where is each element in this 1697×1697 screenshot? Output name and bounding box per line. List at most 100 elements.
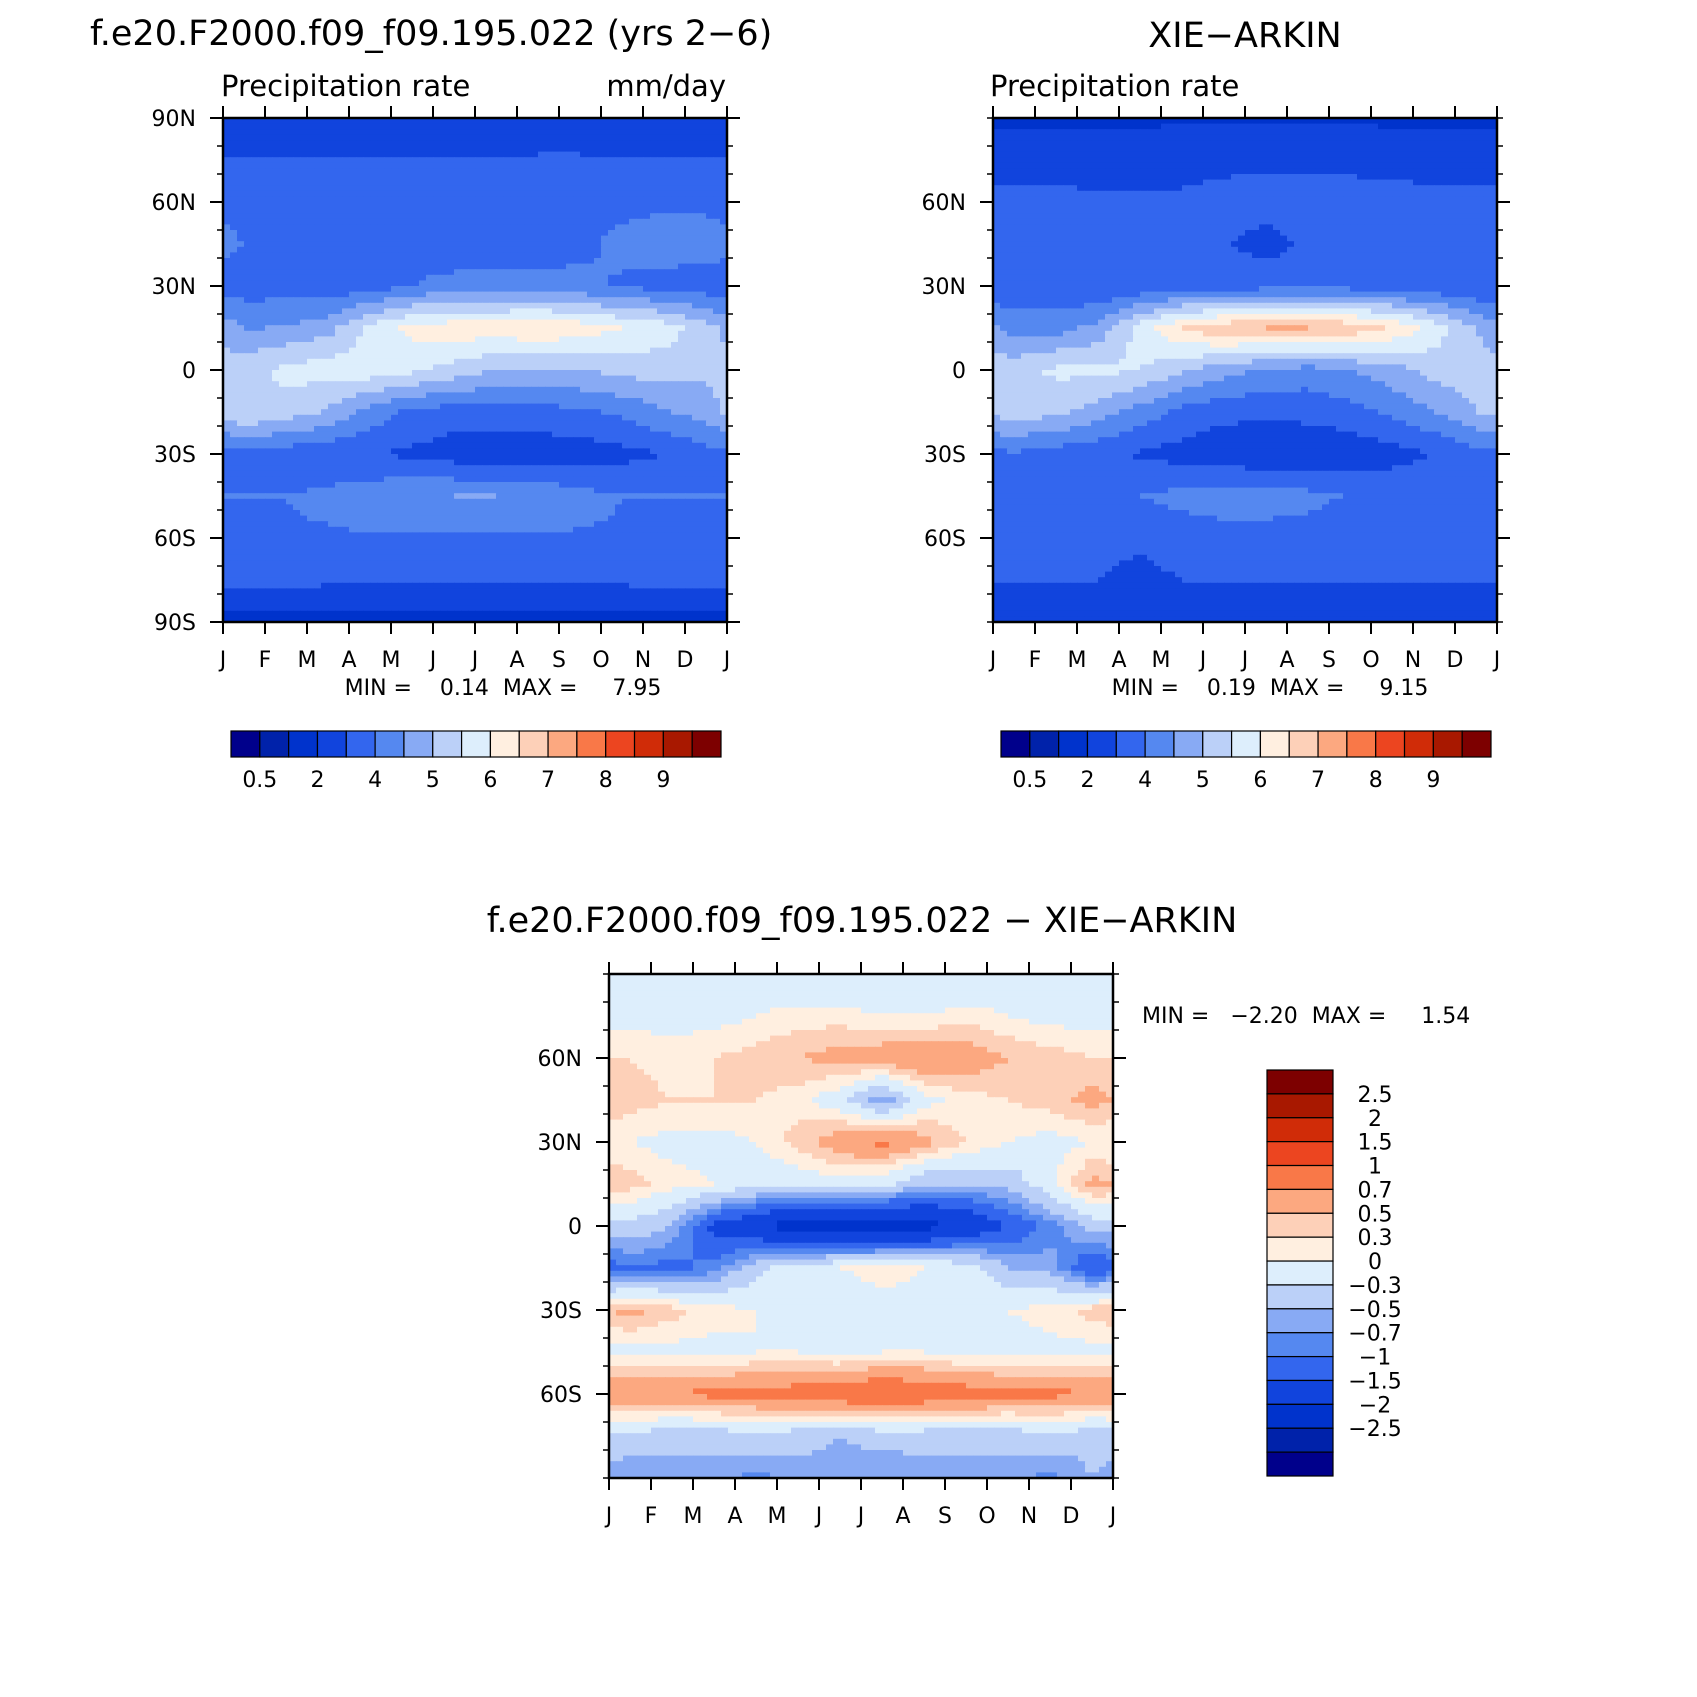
- contour-cell: [692, 420, 700, 427]
- contour-cell: [440, 302, 448, 309]
- contour-cell: [503, 302, 511, 309]
- contour-cell: [342, 179, 350, 186]
- contour-cell: [251, 174, 259, 181]
- contour-cell: [454, 358, 462, 365]
- contour-cell: [678, 269, 686, 276]
- contour-cell: [244, 493, 252, 500]
- contour-cell: [489, 482, 497, 489]
- contour-cell: [496, 263, 504, 270]
- contour-cell: [678, 286, 686, 293]
- contour-cell: [510, 274, 518, 281]
- contour-cell: [391, 190, 399, 197]
- contour-cell: [531, 336, 539, 343]
- contour-cell: [482, 330, 490, 337]
- contour-cell: [573, 274, 581, 281]
- contour-cell: [384, 487, 392, 494]
- contour-cell: [671, 314, 679, 321]
- contour-cell: [664, 297, 672, 304]
- contour-cell: [552, 347, 560, 354]
- contour-cell: [559, 314, 567, 321]
- contour-cell: [552, 157, 560, 164]
- contour-cell: [391, 342, 399, 349]
- contour-cell: [594, 202, 602, 209]
- contour-cell: [405, 302, 413, 309]
- contour-cell: [489, 487, 497, 494]
- contour-cell: [510, 168, 518, 175]
- contour-cell: [475, 342, 483, 349]
- contour-cell: [629, 431, 637, 438]
- contour-cell: [265, 302, 273, 309]
- contour-cell: [398, 482, 406, 489]
- contour-cell: [510, 398, 518, 405]
- contour-cell: [664, 454, 672, 461]
- contour-cell: [720, 342, 728, 349]
- contour-cell: [489, 392, 497, 399]
- contour-cell: [223, 336, 231, 343]
- contour-cell: [678, 426, 686, 433]
- contour-cell: [356, 190, 364, 197]
- contour-cell: [440, 398, 448, 405]
- contour-cell: [356, 358, 364, 365]
- contour-cell: [685, 403, 693, 410]
- contour-cell: [440, 123, 448, 130]
- contour-cell: [279, 291, 287, 298]
- contour-cell: [587, 498, 595, 505]
- contour-cell: [447, 347, 455, 354]
- contour-cell: [622, 336, 630, 343]
- contour-cell: [314, 263, 322, 270]
- contour-cell: [223, 358, 231, 365]
- contour-cell: [377, 386, 385, 393]
- contour-cell: [349, 353, 357, 360]
- contour-cell: [566, 174, 574, 181]
- contour-cell: [363, 140, 371, 147]
- contour-cell: [391, 224, 399, 231]
- contour-cell: [692, 179, 700, 186]
- contour-cell: [405, 162, 413, 169]
- contour-cell: [279, 347, 287, 354]
- contour-cell: [622, 448, 630, 455]
- contour-cell: [503, 470, 511, 477]
- contour-cell: [685, 420, 693, 427]
- contour-cell: [475, 330, 483, 337]
- contour-cell: [468, 280, 476, 287]
- contour-cell: [720, 286, 728, 293]
- contour-cell: [272, 269, 280, 276]
- contour-cell: [342, 470, 350, 477]
- contour-cell: [489, 218, 497, 225]
- contour-cell: [321, 146, 329, 153]
- contour-cell: [230, 431, 238, 438]
- contour-cell: [342, 426, 350, 433]
- contour-cell: [223, 280, 231, 287]
- contour-cell: [377, 470, 385, 477]
- contour-cell: [314, 302, 322, 309]
- contour-cell: [405, 118, 413, 125]
- contour-cell: [636, 498, 644, 505]
- contour-cell: [510, 129, 518, 136]
- contour-cell: [258, 297, 266, 304]
- contour-cell: [286, 185, 294, 192]
- contour-cell: [419, 470, 427, 477]
- contour-cell: [398, 291, 406, 298]
- contour-cell: [524, 426, 532, 433]
- contour-cell: [440, 370, 448, 377]
- contour-cell: [391, 196, 399, 203]
- contour-cell: [496, 291, 504, 298]
- contour-cell: [538, 342, 546, 349]
- contour-cell: [272, 168, 280, 175]
- contour-cell: [650, 302, 658, 309]
- contour-cell: [454, 151, 462, 158]
- contour-cell: [671, 129, 679, 136]
- contour-cell: [272, 437, 280, 444]
- contour-cell: [426, 146, 434, 153]
- contour-cell: [391, 269, 399, 276]
- contour-cell: [699, 123, 707, 130]
- contour-cell: [552, 370, 560, 377]
- contour-cell: [412, 403, 420, 410]
- contour-cell: [517, 263, 525, 270]
- contour-cell: [384, 420, 392, 427]
- contour-cell: [363, 454, 371, 461]
- contour-cell: [545, 386, 553, 393]
- contour-cell: [587, 308, 595, 315]
- contour-cell: [706, 426, 714, 433]
- contour-cell: [594, 448, 602, 455]
